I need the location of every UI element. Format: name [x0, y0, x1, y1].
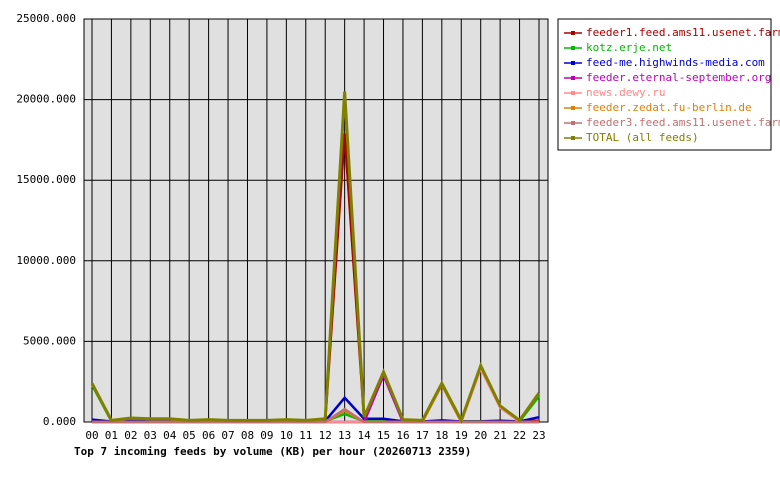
x-tick-label: 16 [396, 429, 409, 442]
x-tick-label: 07 [221, 429, 234, 442]
y-tick-label: 0.000 [43, 415, 76, 428]
x-tick-label: 06 [202, 429, 215, 442]
y-tick-label: 5000.000 [23, 334, 76, 347]
x-tick-label: 02 [124, 429, 137, 442]
plot-area [83, 18, 549, 423]
x-tick-label: 21 [494, 429, 507, 442]
y-tick-label: 20000.000 [16, 93, 76, 106]
x-tick-label: 03 [144, 429, 157, 442]
x-tick-label: 09 [260, 429, 273, 442]
legend-marker [571, 106, 575, 110]
legend-label: kotz.erje.net [586, 41, 672, 54]
x-tick-label: 05 [183, 429, 196, 442]
legend-marker [571, 46, 575, 50]
y-tick-label: 15000.000 [16, 173, 76, 186]
legend-label: feeder.zedat.fu-berlin.de [586, 101, 752, 114]
x-tick-label: 17 [416, 429, 429, 442]
legend-marker [571, 61, 575, 65]
legend-marker [571, 31, 575, 35]
x-tick-label: 01 [105, 429, 118, 442]
legend-marker [571, 76, 575, 80]
x-tick-label: 04 [163, 429, 177, 442]
x-tick-label: 18 [435, 429, 448, 442]
x-tick-label: 10 [280, 429, 293, 442]
series-line [90, 91, 541, 425]
series-line [92, 407, 539, 424]
legend-label: news.dewy.ru [586, 86, 665, 99]
x-tick-label: 13 [338, 429, 351, 442]
legend-label: feeder.eternal-september.org [586, 71, 771, 84]
legend-label: feeder3.feed.ams11.usenet.farm [586, 116, 780, 129]
legend-marker [571, 136, 575, 140]
x-tick-label: 20 [474, 429, 487, 442]
x-tick-label: 15 [377, 429, 390, 442]
y-tick-label: 10000.000 [16, 254, 76, 267]
x-tick-label: 00 [85, 429, 98, 442]
legend-label: TOTAL (all feeds) [586, 131, 699, 144]
x-tick-label: 22 [513, 429, 526, 442]
legend-marker [571, 91, 575, 95]
chart-title: Top 7 incoming feeds by volume (KB) per … [74, 445, 471, 458]
x-tick-label: 23 [532, 429, 545, 442]
legend-box [557, 18, 772, 151]
x-tick-label: 08 [241, 429, 254, 442]
x-tick-label: 14 [357, 429, 371, 442]
y-tick-label: 25000.000 [16, 12, 76, 25]
legend-label: feed-me.highwinds-media.com [586, 56, 765, 69]
x-tick-label: 11 [299, 429, 312, 442]
legend-marker [571, 121, 575, 125]
legend-label: feeder1.feed.ams11.usenet.farm [586, 26, 780, 39]
x-tick-label: 19 [455, 429, 468, 442]
x-tick-label: 12 [319, 429, 332, 442]
